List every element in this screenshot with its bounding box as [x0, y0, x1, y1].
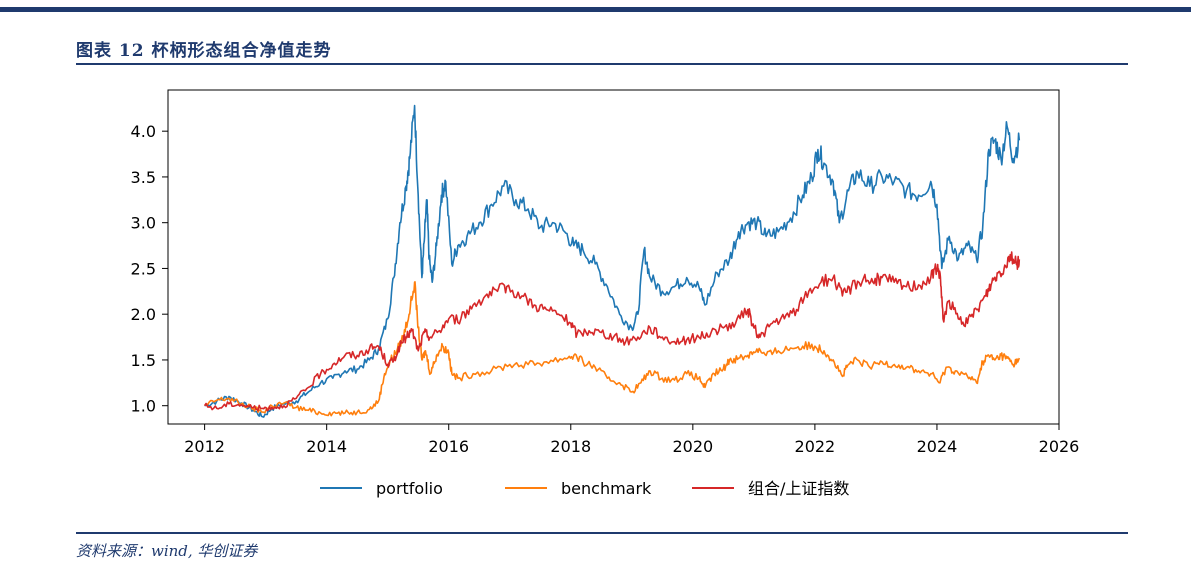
x-tick-label: 2012	[184, 437, 225, 456]
legend-label: benchmark	[561, 479, 652, 498]
bottom-rule	[76, 532, 1128, 534]
top-rule	[0, 7, 1191, 12]
series-line-portfolio	[204, 104, 1021, 418]
figure-title: 图表 12 杯柄形态组合净值走势	[76, 41, 332, 61]
series-line-benchmark	[203, 281, 1021, 417]
y-tick-label: 3.0	[131, 214, 156, 233]
x-tick-label: 2018	[550, 437, 591, 456]
x-tick-label: 2014	[306, 437, 347, 456]
series-line-index-ratio	[203, 251, 1021, 412]
line-chart: 1.0 1.5 2.0 2.5 3.0 3.5 4.0 2012 2014 2016 2018 202…	[131, 89, 1080, 498]
x-tick-label: 2026	[1039, 437, 1080, 456]
x-tick-label: 2020	[672, 437, 713, 456]
y-tick-label: 1.0	[131, 397, 156, 416]
y-tick-label: 2.5	[131, 259, 156, 278]
legend-label: 组合/上证指数	[748, 479, 849, 498]
y-tick-label: 4.0	[131, 122, 156, 141]
x-tick-label: 2024	[917, 437, 958, 456]
y-tick-label: 3.5	[131, 168, 156, 187]
x-tick-label: 2022	[795, 437, 836, 456]
x-tick-label: 2016	[428, 437, 469, 456]
y-tick-label: 2.0	[131, 305, 156, 324]
source-note: 资料来源：wind, 华创证券	[76, 542, 258, 560]
legend-label: portfolio	[376, 479, 443, 498]
y-tick-label: 1.5	[131, 351, 156, 370]
plot-frame	[167, 89, 1060, 425]
title-rule	[76, 63, 1128, 65]
